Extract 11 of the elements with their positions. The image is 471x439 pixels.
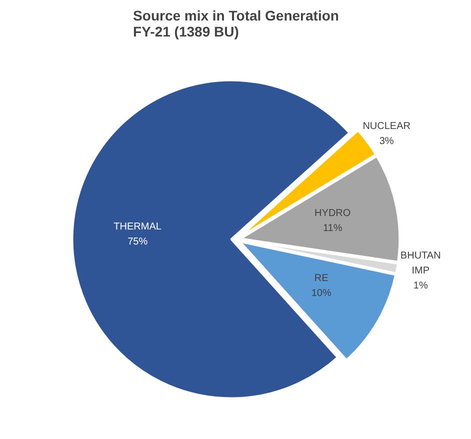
data-label: 75% xyxy=(128,236,148,248)
slice-label: RE xyxy=(314,273,329,284)
data-label: 11% xyxy=(322,223,342,234)
data-label: 10% xyxy=(311,288,332,299)
slice-label: HYDRO xyxy=(314,208,351,220)
slice-label: THERMAL xyxy=(114,222,162,233)
data-label: 3% xyxy=(379,136,394,147)
slice-label: NUCLEAR xyxy=(362,120,410,132)
chart-title: Source mix in Total Generation FY-21 (1389 BU) xyxy=(133,8,339,40)
data-label: 1% xyxy=(413,280,428,292)
slice-label: BHUTAN IMP xyxy=(400,250,441,276)
